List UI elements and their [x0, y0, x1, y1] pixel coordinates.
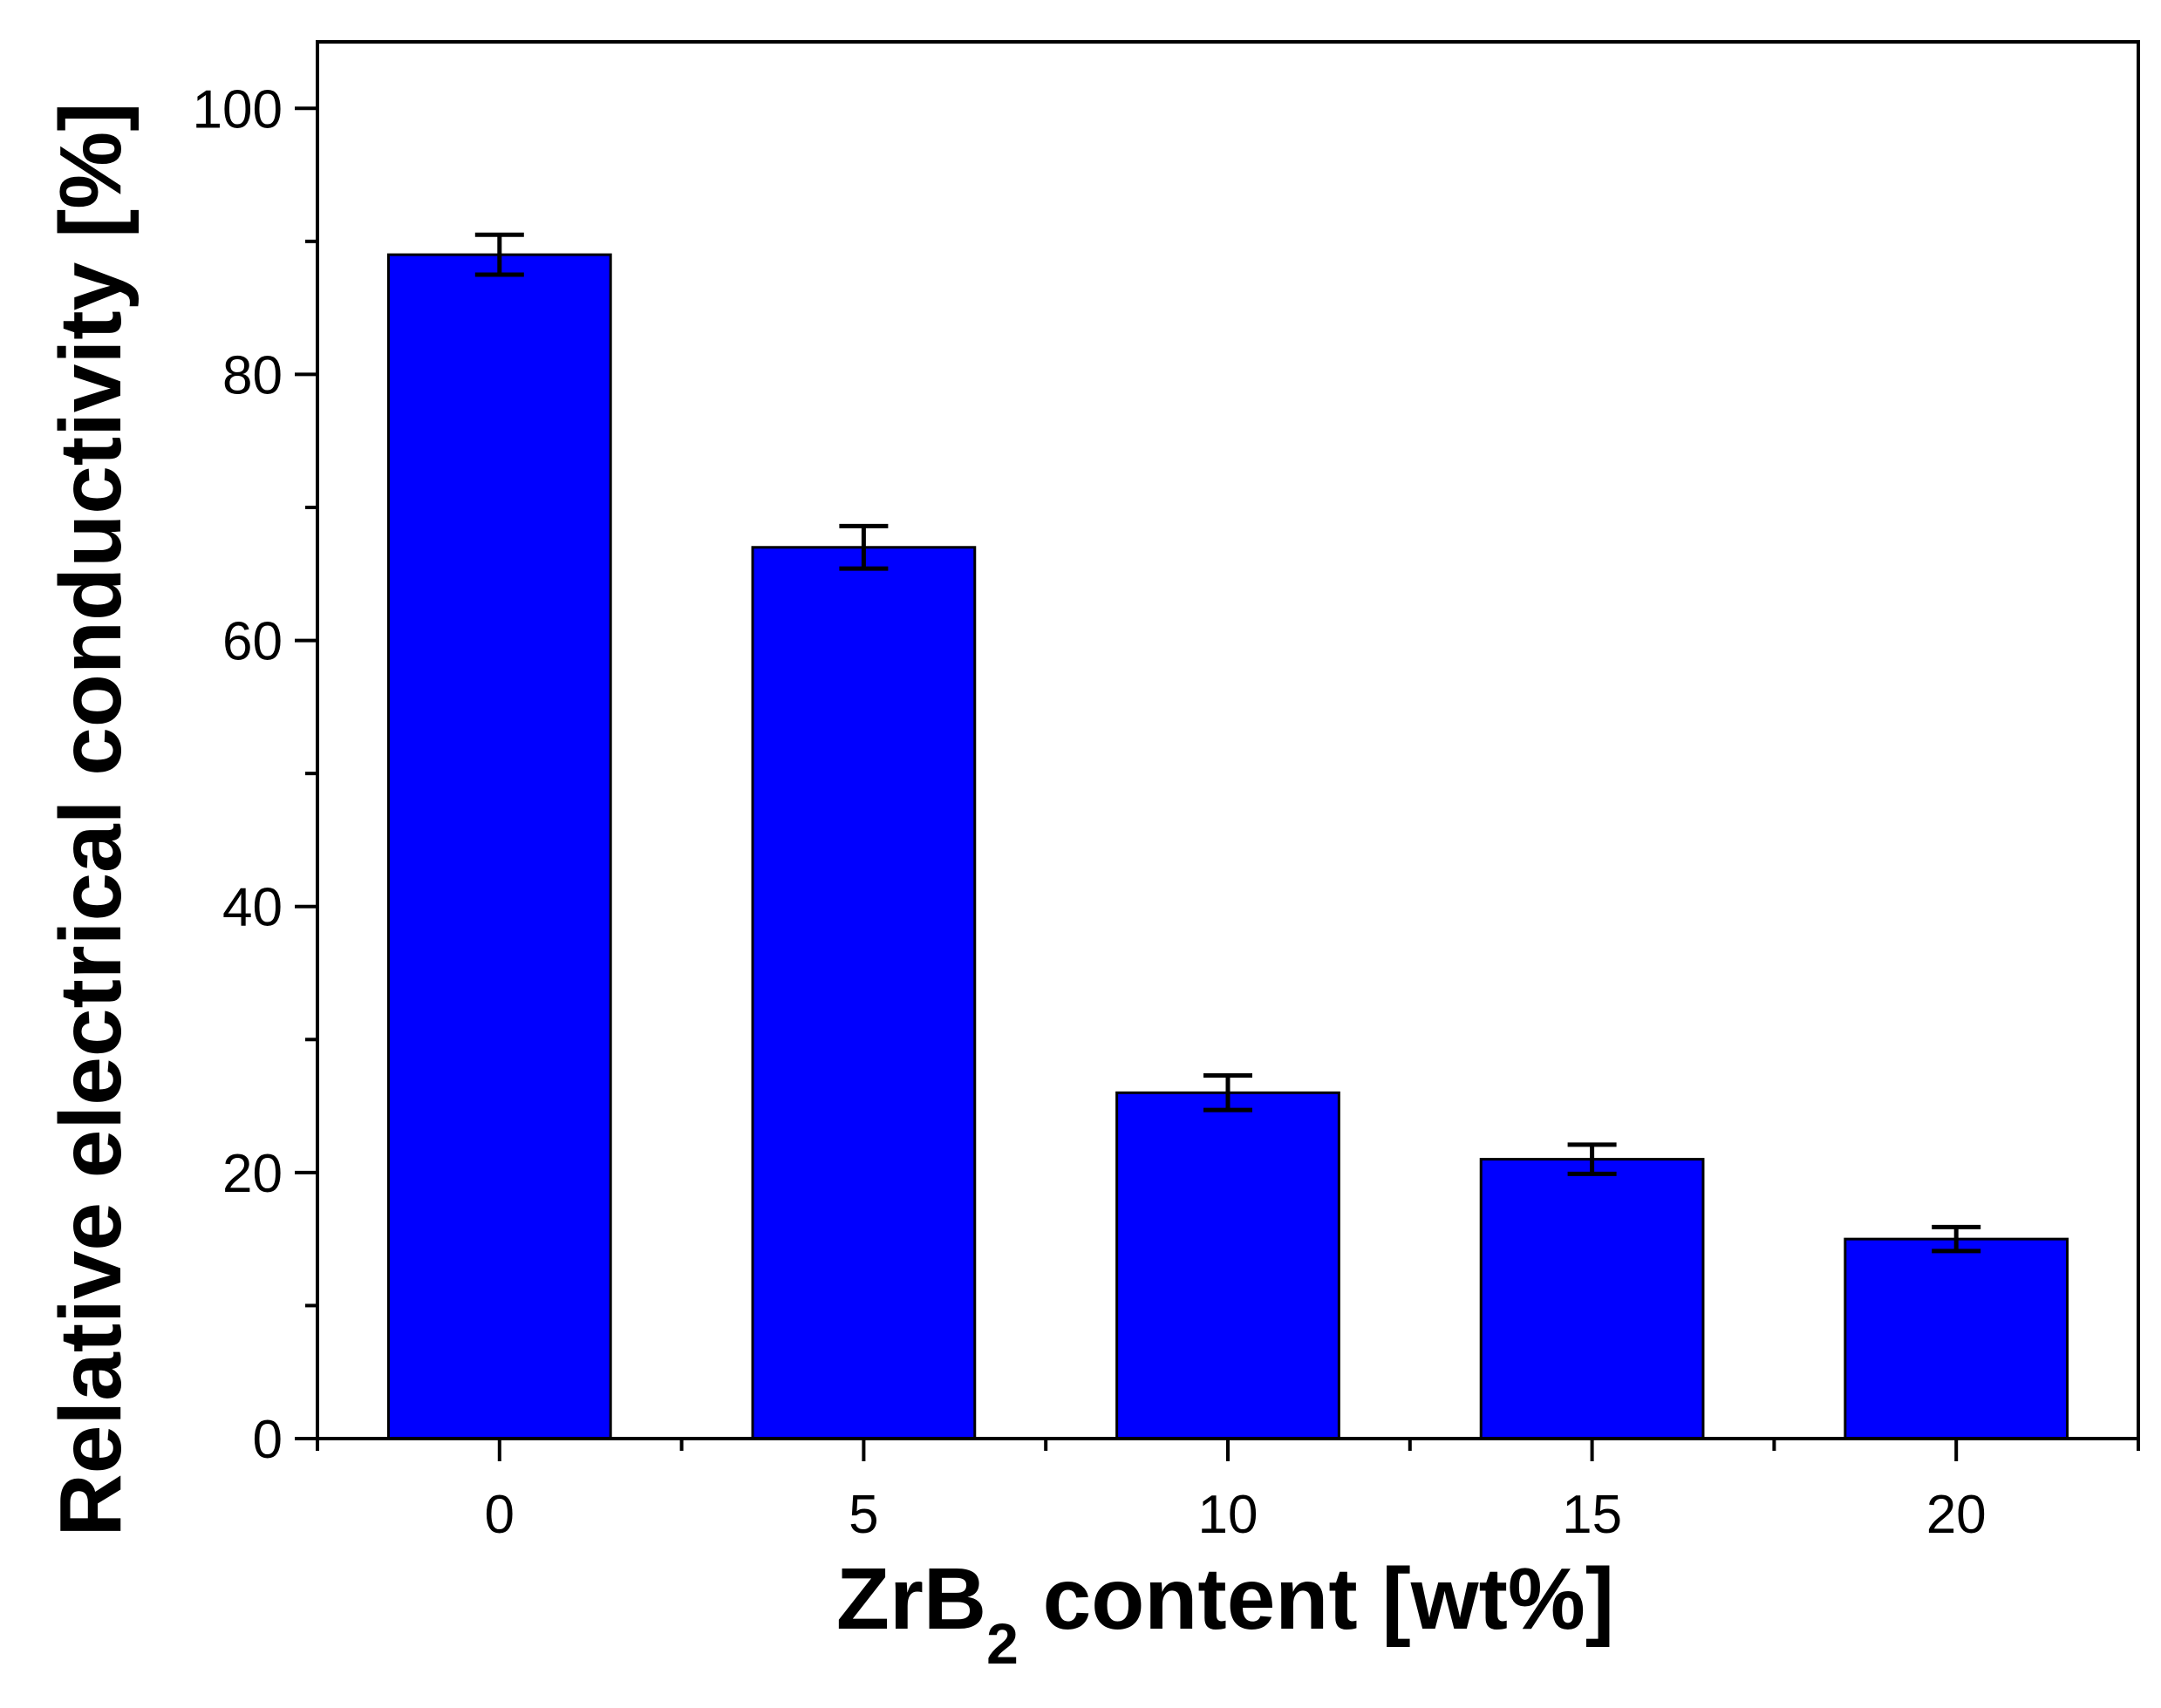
- y-tick-label-20: 20: [222, 1144, 283, 1204]
- x-tick-label-15: 15: [1562, 1485, 1622, 1545]
- x-axis-title-subscript: 2: [986, 1611, 1019, 1676]
- y-tick-label-0: 0: [253, 1410, 283, 1470]
- y-tick-label-100: 100: [193, 79, 283, 139]
- bar-5: [751, 546, 977, 1440]
- plot-area: 0 20 40 60 80 100 0 5 10 15 20: [193, 40, 2140, 1545]
- bar-10: [1115, 1091, 1340, 1440]
- error-bar-10: [1203, 1072, 1252, 1113]
- x-tick-label-20: 20: [1926, 1485, 1987, 1545]
- error-bar-20: [1932, 1224, 1981, 1254]
- bar-15: [1479, 1158, 1705, 1440]
- x-axis-title-main: ZrB: [836, 1550, 986, 1648]
- x-tick-label-5: 5: [849, 1485, 878, 1545]
- y-axis-title: Relative electrical conductivity [%]: [42, 102, 140, 1536]
- x-tick-label-0: 0: [485, 1485, 515, 1545]
- y-tick-label-40: 40: [222, 878, 283, 938]
- x-axis-title: ZrB2 content [wt%]: [836, 1550, 1614, 1676]
- bar-20: [1844, 1237, 2069, 1440]
- error-bar-15: [1567, 1142, 1617, 1176]
- error-bar-5: [839, 523, 889, 571]
- y-tick-label-80: 80: [222, 345, 283, 405]
- y-tick-label-60: 60: [222, 612, 283, 672]
- x-axis-title-rest: content [wt%]: [1019, 1550, 1614, 1648]
- x-tick-label-10: 10: [1198, 1485, 1258, 1545]
- error-bar-0: [474, 232, 524, 277]
- bar-0: [386, 253, 612, 1440]
